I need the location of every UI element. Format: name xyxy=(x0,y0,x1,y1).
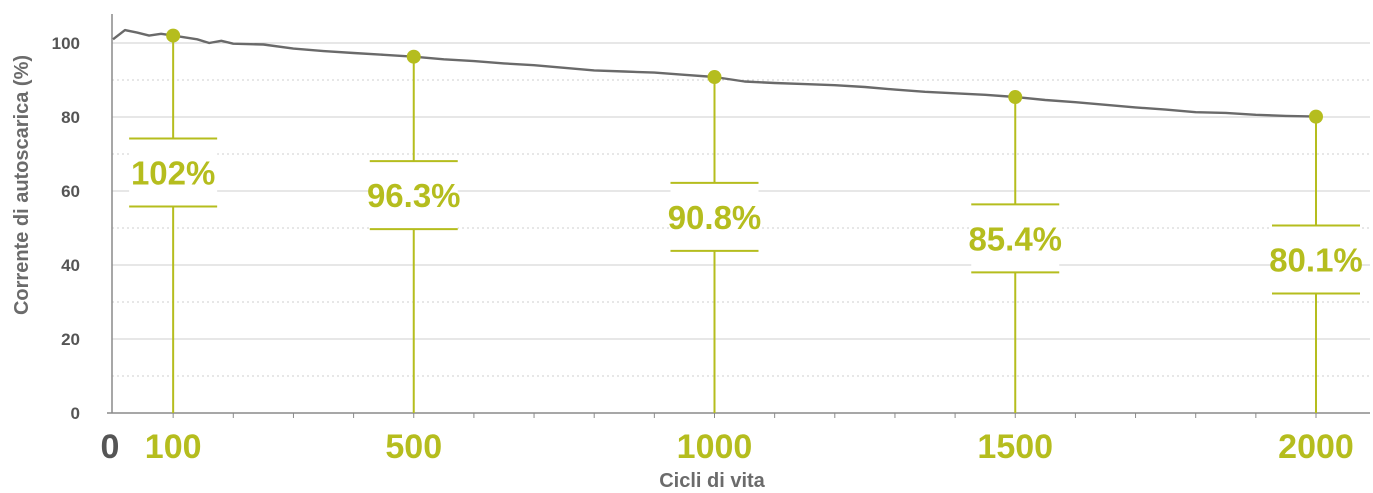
y-axis-title: Corrente di autoscarica (%) xyxy=(11,55,33,315)
callout-box xyxy=(670,182,759,251)
y-tick-label: 80 xyxy=(61,108,80,127)
data-point xyxy=(1309,109,1323,124)
data-label: 85.4% xyxy=(968,220,1062,257)
data-label: 96.3% xyxy=(367,177,461,214)
callout-markers: 102% 96.3% 90.8% 85.4% 80.1% xyxy=(129,28,1363,413)
callout-1: 102% xyxy=(129,28,218,413)
data-point xyxy=(707,70,722,85)
x-tick-label: 500 xyxy=(385,428,442,466)
data-point xyxy=(166,28,181,43)
x-tick-label: 100 xyxy=(145,428,202,466)
axes xyxy=(107,14,1370,418)
data-series xyxy=(112,28,1317,118)
callout-2: 96.3% xyxy=(367,49,461,413)
y-tick-label: 0 xyxy=(71,404,80,423)
y-tick-label: 100 xyxy=(52,34,80,53)
data-point xyxy=(1008,90,1023,105)
x-tick-label: 2000 xyxy=(1278,428,1354,466)
x-tick-label: 1500 xyxy=(977,428,1053,466)
callout-4: 85.4% xyxy=(968,90,1062,413)
y-tick-label: 60 xyxy=(61,182,80,201)
data-point xyxy=(406,49,421,64)
callout-box xyxy=(369,161,458,230)
callout-box xyxy=(1272,225,1360,294)
callout-box xyxy=(971,204,1060,273)
y-tick-label: 40 xyxy=(61,256,80,275)
data-label: 102% xyxy=(131,155,215,192)
callout-5: 80.1% xyxy=(1269,109,1363,413)
x-tick-label: 1000 xyxy=(677,428,753,466)
series-line xyxy=(112,28,1317,118)
data-label: 80.1% xyxy=(1269,241,1363,278)
callout-box xyxy=(129,138,218,207)
x-tick-label: 0 xyxy=(101,428,120,466)
x-axis-title: Cicli di vita xyxy=(659,470,765,492)
y-tick-label: 20 xyxy=(61,330,80,349)
data-label: 90.8% xyxy=(668,199,762,236)
callout-3: 90.8% xyxy=(668,70,762,413)
